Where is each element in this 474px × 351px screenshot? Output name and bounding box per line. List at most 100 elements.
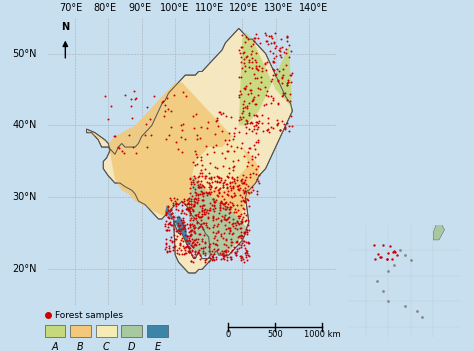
Point: [167, 234, 175, 240]
Point: [210, 206, 217, 212]
Point: [221, 200, 228, 206]
Point: [248, 48, 255, 53]
Point: [251, 101, 259, 107]
Point: [201, 220, 208, 226]
Point: [174, 207, 182, 212]
Point: [178, 226, 185, 231]
Point: [175, 251, 183, 257]
Point: [244, 184, 252, 189]
Point: [171, 244, 178, 250]
Point: [246, 64, 253, 70]
Point: [241, 259, 248, 264]
Point: [279, 66, 286, 72]
Point: [218, 213, 226, 219]
Point: [274, 101, 282, 107]
Point: [220, 248, 228, 253]
Point: [208, 203, 216, 208]
Point: [238, 194, 246, 200]
Point: [180, 219, 188, 225]
Point: [172, 228, 180, 234]
Point: [273, 121, 281, 127]
Point: [233, 183, 240, 188]
Point: [283, 82, 291, 88]
Point: [187, 202, 194, 207]
Point: [233, 247, 241, 252]
Point: [227, 204, 234, 210]
Point: [199, 248, 207, 254]
Point: [237, 253, 245, 259]
Point: [184, 226, 191, 231]
Point: [209, 229, 217, 235]
Point: [189, 239, 197, 245]
Point: [245, 100, 253, 106]
Point: [241, 86, 248, 92]
Point: [185, 235, 193, 241]
Point: [178, 220, 186, 226]
Point: [240, 56, 247, 61]
Point: [252, 60, 259, 65]
Point: [226, 171, 233, 176]
Point: [251, 147, 259, 152]
Point: [232, 252, 239, 258]
Point: [220, 179, 228, 185]
Point: [215, 191, 222, 196]
Point: [230, 136, 237, 141]
Point: [225, 130, 233, 136]
Point: [223, 182, 230, 187]
Point: [201, 202, 208, 207]
Point: [248, 65, 256, 71]
Point: [227, 239, 234, 245]
Point: [220, 252, 228, 257]
Point: [210, 188, 218, 194]
Point: [142, 133, 149, 138]
Point: [254, 85, 261, 90]
Point: [178, 208, 186, 213]
Point: [232, 239, 240, 245]
Point: [186, 190, 193, 196]
Point: [243, 103, 251, 109]
Point: [194, 191, 201, 197]
Point: [281, 125, 289, 131]
Point: [236, 92, 243, 98]
Point: [169, 202, 177, 207]
Point: [214, 216, 222, 221]
Point: [183, 201, 191, 207]
Point: [188, 237, 196, 242]
Point: [264, 94, 272, 99]
Point: [167, 211, 175, 217]
Point: [374, 252, 382, 257]
Point: [110, 133, 118, 139]
Point: [160, 113, 168, 118]
Point: [273, 66, 281, 72]
Point: [208, 184, 215, 190]
Point: [218, 177, 225, 183]
Point: [202, 220, 210, 226]
Point: [184, 243, 192, 249]
Point: [252, 101, 260, 107]
Point: [267, 124, 275, 130]
Point: [229, 158, 237, 164]
Point: [185, 230, 192, 235]
Point: [262, 102, 270, 107]
Point: [183, 244, 191, 249]
Point: [168, 238, 176, 243]
Point: [162, 221, 169, 227]
Point: [183, 205, 191, 211]
Point: [197, 245, 205, 251]
Point: [221, 203, 229, 209]
Point: [187, 215, 194, 220]
Point: [282, 90, 289, 96]
Point: [203, 209, 210, 214]
Point: [263, 127, 270, 133]
Point: [284, 79, 292, 85]
Point: [217, 207, 224, 213]
Point: [237, 59, 245, 65]
Point: [263, 67, 270, 72]
Point: [194, 212, 202, 217]
Point: [177, 217, 184, 223]
Point: [232, 209, 240, 215]
Point: [173, 214, 181, 220]
Point: [220, 201, 228, 207]
Point: [255, 118, 262, 124]
Point: [214, 187, 221, 192]
